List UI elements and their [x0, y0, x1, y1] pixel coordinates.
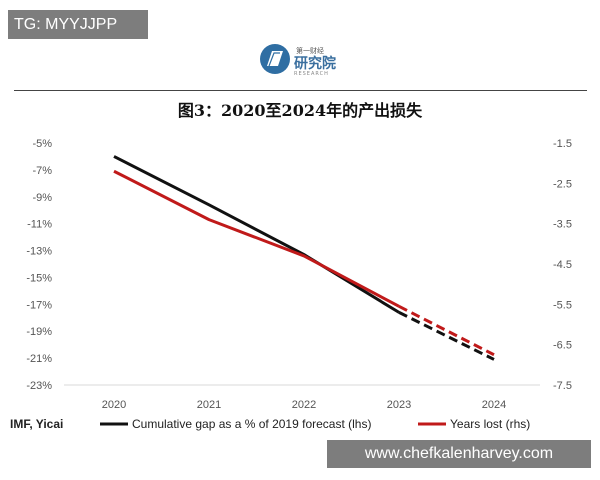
y-left-tick-label: -13% — [26, 246, 52, 258]
y-left-tick-label: -11% — [27, 219, 52, 231]
y-right-tick-label: -2.5 — [553, 178, 572, 190]
x-tick-label: 2021 — [197, 399, 221, 411]
series-projection-2 — [398, 305, 495, 357]
x-tick-label: 2024 — [482, 399, 506, 411]
yicai-research-logo: 第一财经 研究院 RESEARCH — [258, 42, 348, 78]
series-line-2 — [113, 169, 400, 308]
header-divider — [14, 90, 587, 91]
y-left-tick-label: -19% — [26, 326, 52, 338]
y-left-tick-label: -7% — [32, 165, 52, 177]
legend-label-2: Years lost (rhs) — [450, 417, 530, 431]
y-left-tick-label: -17% — [26, 299, 52, 311]
logo-main-text: 研究院 — [294, 56, 336, 72]
y-left-tick-label: -9% — [32, 192, 52, 204]
y-right-tick-label: -4.5 — [553, 259, 572, 271]
chart-title: 图3：2020至2024年的产出损失 — [177, 101, 423, 120]
watermark-text: www.chefkalenharvey.com — [364, 445, 554, 462]
telegram-badge-text: TG: MYYJJPP — [14, 16, 118, 33]
watermark: www.chefkalenharvey.com — [327, 440, 591, 468]
logo-top-text: 第一财经 — [296, 47, 324, 55]
y-left-tick-label: -5% — [32, 138, 52, 150]
y-left-tick-label: -23% — [26, 380, 52, 392]
y-left-tick-label: -21% — [26, 353, 52, 365]
y-right-tick-label: -1.5 — [553, 138, 572, 150]
x-tick-label: 2020 — [102, 399, 126, 411]
series-line-1 — [113, 155, 400, 314]
y-left-tick-label: -15% — [26, 272, 52, 284]
y-right-tick-label: -3.5 — [553, 219, 572, 231]
x-tick-label: 2023 — [387, 399, 411, 411]
y-right-tick-label: -7.5 — [553, 380, 572, 392]
y-right-tick-label: -6.5 — [553, 340, 572, 352]
logo-sub-text: RESEARCH — [294, 71, 329, 77]
series-projection-1 — [398, 311, 495, 361]
source-label: IMF, Yicai — [10, 417, 63, 431]
y-right-tick-label: -5.5 — [553, 299, 572, 311]
legend-label-1: Cumulative gap as a % of 2019 forecast (… — [132, 417, 371, 431]
telegram-badge: TG: MYYJJPP — [8, 10, 148, 39]
x-tick-label: 2022 — [292, 399, 316, 411]
book-logo-icon — [260, 44, 290, 74]
